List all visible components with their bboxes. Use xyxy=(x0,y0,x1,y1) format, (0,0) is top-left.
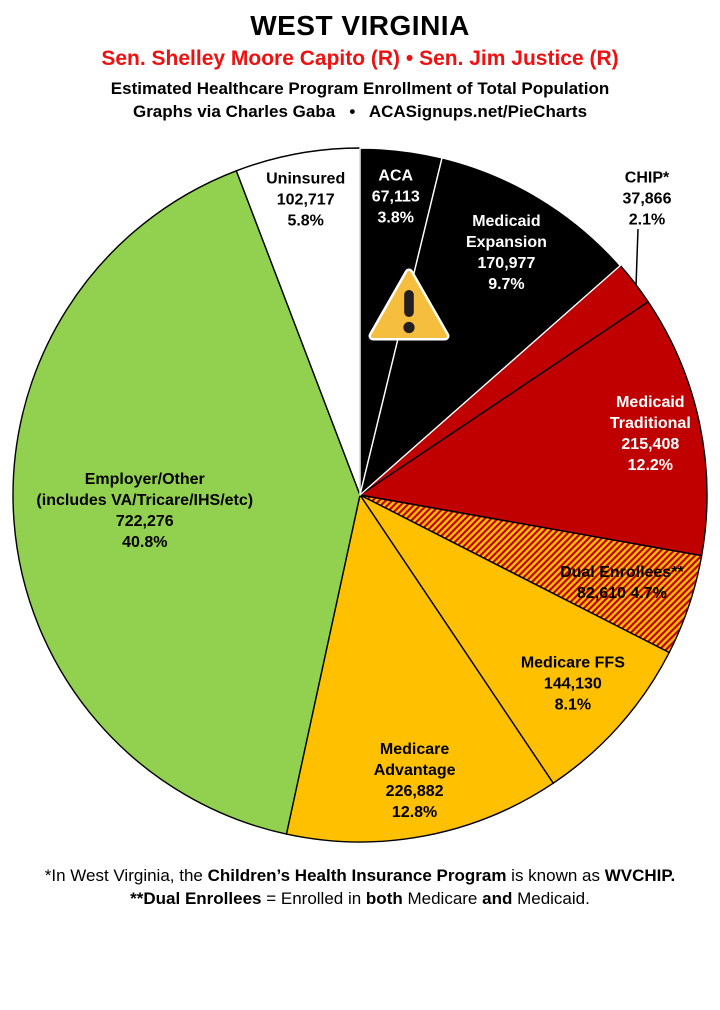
pie-slice-uninsured xyxy=(235,147,361,496)
pie-slice-medicare-ffs xyxy=(359,494,670,784)
footnote-dual: **Dual Enrollees = Enrolled in both Medi… xyxy=(130,889,590,908)
warning-triangle-icon xyxy=(367,266,451,346)
pie-slice-employer-other xyxy=(12,170,361,835)
pie-slice-medicaid-traditional xyxy=(359,301,708,557)
state-title: WEST VIRGINIA xyxy=(250,10,470,41)
senators-line: Sen. Shelley Moore Capito (R) • Sen. Jim… xyxy=(101,47,619,70)
subtitle-enrollment: Estimated Healthcare Program Enrollment … xyxy=(110,79,610,98)
pie-slice-medicare-advantage xyxy=(285,494,554,843)
subtitle-credit: Graphs via Charles Gaba • ACASignups.net… xyxy=(132,102,588,121)
pie-slice-medicaid-expansion xyxy=(359,157,621,496)
chip-leader-line xyxy=(635,228,639,287)
footnote-chip: *In West Virginia, the Children’s Health… xyxy=(44,866,676,885)
